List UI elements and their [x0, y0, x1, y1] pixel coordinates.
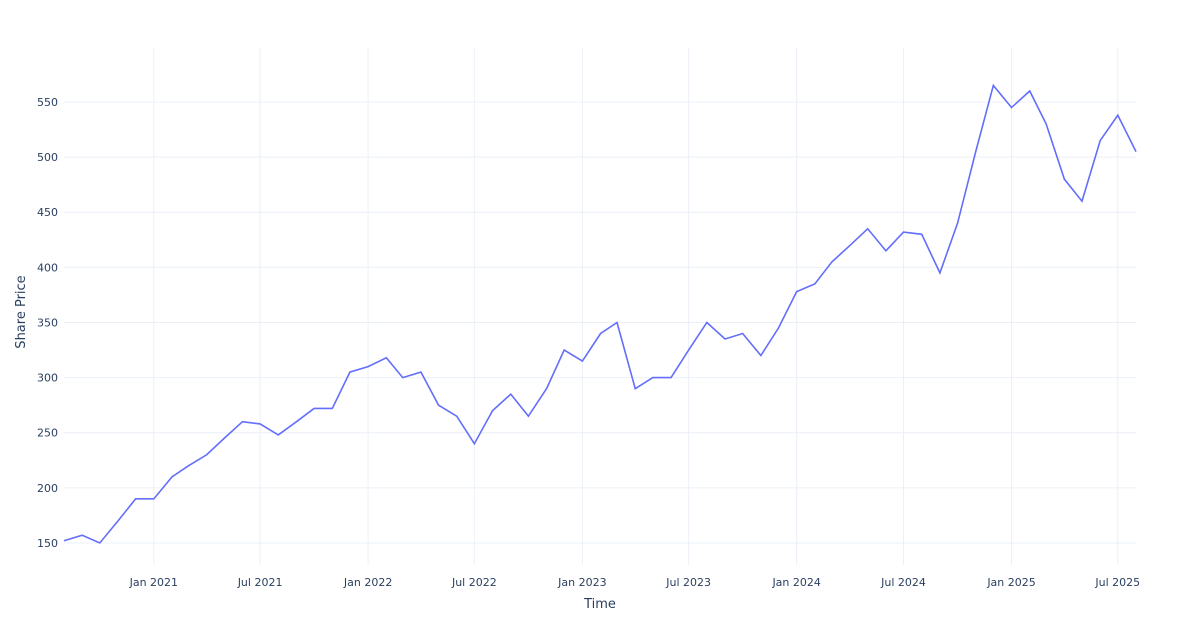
x-tick-label: Jul 2024 — [880, 576, 926, 589]
y-axis-title: Share Price — [14, 275, 29, 348]
x-tick-label: Jul 2025 — [1094, 576, 1140, 589]
y-tick-label: 450 — [37, 206, 58, 219]
y-tick-label: 150 — [37, 537, 58, 550]
x-tick-label: Jan 2025 — [986, 576, 1035, 589]
y-tick-label: 200 — [37, 482, 58, 495]
y-tick-label: 500 — [37, 151, 58, 164]
y-tick-label: 350 — [37, 316, 58, 329]
y-tick-label: 250 — [37, 427, 58, 440]
x-tick-label: Jan 2021 — [129, 576, 178, 589]
x-tick-label: Jan 2022 — [343, 576, 392, 589]
x-tick-label: Jul 2022 — [451, 576, 497, 589]
x-tick-label: Jan 2024 — [771, 576, 820, 589]
line — [63, 83, 1137, 544]
x-tick-label: Jul 2021 — [237, 576, 283, 589]
y-tick-label: 300 — [37, 372, 58, 385]
x-axis-title: Time — [583, 597, 616, 612]
x-tick-label: Jul 2023 — [665, 576, 711, 589]
x-tick-label: Jan 2023 — [557, 576, 606, 589]
y-tick-label: 400 — [37, 261, 58, 274]
y-tick-label: 550 — [37, 96, 58, 109]
